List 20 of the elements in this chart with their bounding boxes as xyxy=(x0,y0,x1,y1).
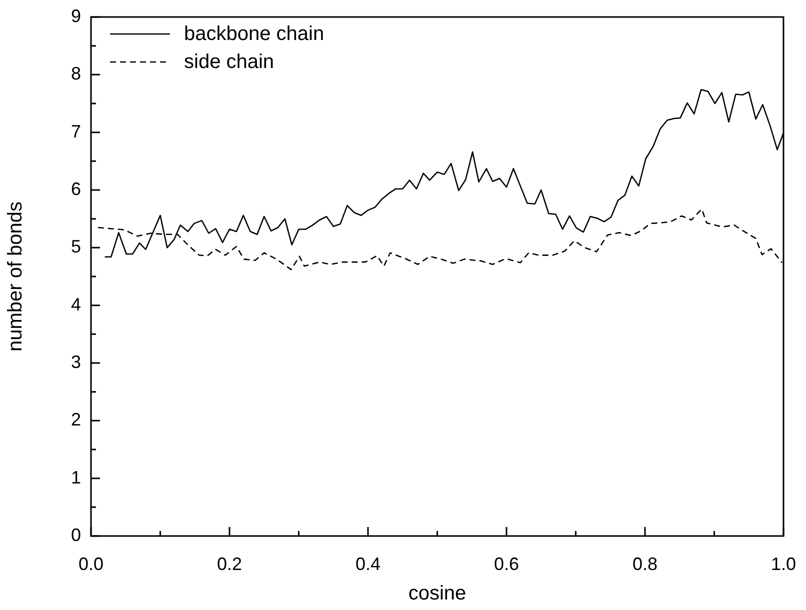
x-tick-label: 0.2 xyxy=(216,554,242,574)
y-axis-title: number of bonds xyxy=(4,201,27,352)
x-axis-title: cosine xyxy=(408,582,466,605)
y-tick-label: 2 xyxy=(70,410,81,430)
y-tick-label: 4 xyxy=(70,294,81,314)
y-tick-label: 5 xyxy=(70,236,81,257)
x-tick-label: 0.0 xyxy=(78,554,104,574)
x-tick-label: 1.0 xyxy=(770,554,796,574)
x-tick-label: 0.4 xyxy=(355,554,381,574)
y-tick-label: 3 xyxy=(70,352,81,372)
y-tick-label: 9 xyxy=(70,6,81,26)
x-tick-label: 0.6 xyxy=(494,554,520,574)
legend-label: backbone chain xyxy=(184,22,324,46)
x-tick-label: 0.8 xyxy=(632,554,658,574)
y-tick-label: 8 xyxy=(70,64,81,84)
y-tick-label: 0 xyxy=(70,524,81,545)
y-tick-label: 7 xyxy=(70,121,81,142)
legend-label: side chain xyxy=(184,50,274,74)
y-tick-label: 1 xyxy=(70,467,81,488)
y-tick-label: 6 xyxy=(70,178,81,199)
